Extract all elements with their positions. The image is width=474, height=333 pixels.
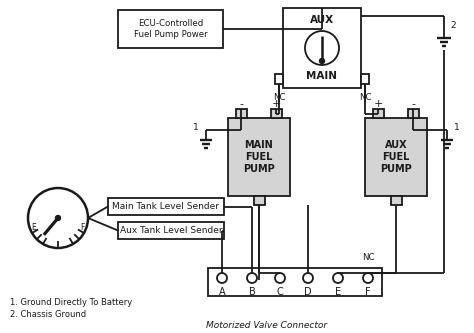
Text: C: C — [277, 287, 283, 297]
Bar — [118, 10, 223, 48]
Text: F: F — [80, 223, 84, 232]
Bar — [275, 74, 283, 84]
Bar — [228, 118, 290, 196]
Bar — [361, 74, 369, 84]
Circle shape — [319, 59, 325, 64]
Text: AUX: AUX — [310, 15, 334, 25]
Bar — [271, 109, 282, 118]
Text: E: E — [32, 223, 36, 232]
Circle shape — [55, 215, 61, 220]
Bar — [365, 118, 427, 196]
Text: MAIN: MAIN — [307, 71, 337, 81]
Text: NC: NC — [359, 94, 371, 103]
Text: AUX
FUEL
PUMP: AUX FUEL PUMP — [380, 141, 412, 173]
Text: MAIN
FUEL
PUMP: MAIN FUEL PUMP — [243, 141, 275, 173]
Text: -: - — [411, 99, 416, 109]
Bar — [408, 109, 419, 118]
Text: 2. Chassis Ground: 2. Chassis Ground — [10, 310, 86, 319]
Text: NC: NC — [362, 253, 374, 262]
Text: Aux Tank Level Sender: Aux Tank Level Sender — [120, 226, 222, 235]
Text: 1. Ground Directly To Battery: 1. Ground Directly To Battery — [10, 298, 132, 307]
Text: 1: 1 — [193, 124, 199, 133]
Text: E: E — [335, 287, 341, 297]
Bar — [283, 8, 361, 88]
Text: NC: NC — [273, 94, 285, 103]
Text: -: - — [239, 99, 244, 109]
Bar — [254, 196, 265, 205]
Text: 2: 2 — [450, 22, 456, 31]
Text: Motorized Valve Connector: Motorized Valve Connector — [207, 320, 328, 329]
Text: 1: 1 — [454, 124, 460, 133]
Text: ECU-Controlled
Fuel Pump Power: ECU-Controlled Fuel Pump Power — [134, 19, 207, 39]
Bar — [118, 222, 224, 239]
Text: D: D — [304, 287, 312, 297]
Bar — [208, 268, 382, 296]
Text: B: B — [249, 287, 255, 297]
Bar — [391, 196, 402, 205]
Bar — [236, 109, 247, 118]
Text: +: + — [374, 99, 383, 109]
Bar — [108, 198, 224, 215]
Text: F: F — [365, 287, 371, 297]
Bar — [373, 109, 384, 118]
Text: A: A — [219, 287, 225, 297]
Text: Main Tank Level Sender: Main Tank Level Sender — [112, 202, 219, 211]
Text: +: + — [272, 99, 281, 109]
